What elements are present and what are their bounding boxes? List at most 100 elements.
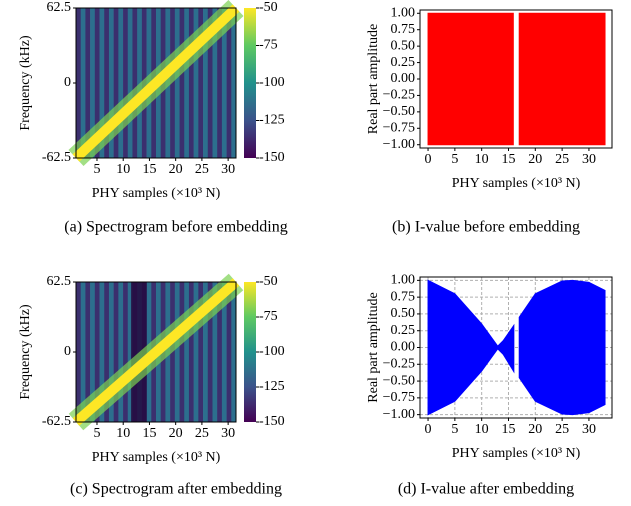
x-tick-label: 5 [93, 162, 100, 177]
signal-envelope [518, 12, 606, 146]
spectrogram-stripe [108, 282, 114, 422]
x-tick-label: 15 [501, 422, 515, 437]
spectrogram-stripe [80, 8, 86, 158]
x-tick-label: 10 [475, 422, 489, 437]
y-axis-label: Frequency (kHz) [18, 35, 33, 131]
signal-envelope [427, 279, 515, 416]
spectrogram-stripe [193, 282, 199, 422]
colorbar [244, 8, 256, 158]
x-tick-label: 25 [195, 162, 209, 177]
spectrogram-stripe [137, 8, 143, 158]
y-tick-label: 0.75 [391, 289, 416, 304]
y-tick-label: −0.75 [383, 390, 415, 405]
spectrogram-stripe [174, 282, 180, 422]
y-axis-label: Frequency (kHz) [18, 304, 33, 400]
ridge [72, 278, 240, 426]
spectrogram-stripe [193, 8, 199, 158]
spectrogram-stripe [90, 8, 96, 158]
x-tick-label: 20 [528, 152, 542, 167]
x-tick-label: 5 [451, 422, 458, 437]
spectrogram-stripe [94, 8, 100, 158]
spectrogram-stripe [203, 8, 209, 158]
colorbar-tick-label: -50 [259, 0, 278, 15]
spectrogram-stripe [85, 282, 91, 422]
y-tick-label: −1.00 [383, 137, 415, 152]
notch [131, 282, 147, 422]
caption: (c) Spectrogram after embedding [70, 481, 282, 498]
spectrogram-stripe [217, 8, 223, 158]
spectrogram-stripe [99, 8, 105, 158]
subplot: (c) Spectrogram after embedding PHY sampl… [18, 273, 285, 498]
x-tick-label: 30 [221, 162, 235, 177]
x-tick-label: 25 [555, 152, 569, 167]
spectrogram-stripe [99, 282, 105, 422]
y-axis-label: Real part amplitude [366, 292, 381, 402]
x-tick-label: 20 [528, 422, 542, 437]
colorbar-tick-label: -75 [259, 38, 278, 53]
spectrogram-stripe [207, 282, 213, 422]
spectrogram-stripe [108, 8, 114, 158]
x-tick-label: 30 [582, 152, 596, 167]
x-axis-label: PHY samples (×10³ N) [92, 450, 221, 465]
spectrogram-stripe [170, 8, 176, 158]
spectrogram-stripe [188, 8, 194, 158]
x-tick-label: 15 [142, 426, 156, 441]
signal-envelope [518, 279, 606, 416]
x-tick-label: 25 [195, 426, 209, 441]
y-tick-label: −0.75 [383, 121, 415, 136]
spectrogram-stripe [90, 282, 96, 422]
spectrogram-stripe [118, 282, 124, 422]
y-tick-label: 62.5 [47, 0, 72, 15]
spectrogram-stripe [104, 8, 110, 158]
spectrogram-stripe [198, 282, 204, 422]
y-tick-label: -62.5 [42, 150, 71, 165]
caption: (d) I-value after embedding [398, 481, 574, 498]
spectrogram-stripe [174, 8, 180, 158]
spectrogram-stripe [85, 8, 91, 158]
x-tick-label: 15 [501, 152, 515, 167]
subplot: (a) Spectrogram before embedding PHY samp… [18, 0, 288, 236]
spectrogram-stripe [132, 8, 138, 158]
spectrogram-stripe [179, 8, 185, 158]
x-tick-label: 5 [93, 426, 100, 441]
spectrogram-stripe [221, 282, 227, 422]
y-tick-label: 0.00 [391, 340, 416, 355]
y-tick-label: 0.25 [391, 323, 416, 338]
spectrogram-stripe [179, 282, 185, 422]
x-axis-label: PHY samples (×10³ N) [92, 186, 221, 201]
spectrogram-stripe [184, 282, 190, 422]
x-tick-label: 0 [425, 152, 432, 167]
spectrogram-stripe [123, 8, 129, 158]
spectrogram-stripe [127, 282, 133, 422]
colorbar [244, 282, 256, 422]
x-tick-label: 30 [221, 426, 235, 441]
x-tick-label: 10 [475, 152, 489, 167]
colorbar-tick-label: -150 [259, 414, 285, 429]
y-tick-label: −0.25 [383, 357, 415, 372]
y-tick-label: 62.5 [47, 274, 72, 289]
x-tick-label: 0 [425, 422, 432, 437]
spectrogram-stripe [188, 282, 194, 422]
spectrogram-stripe [221, 8, 227, 158]
spectrogram-stripe [80, 282, 86, 422]
colorbar-tick-label: -75 [259, 309, 278, 324]
x-tick-label: 10 [116, 162, 130, 177]
caption: (a) Spectrogram before embedding [64, 219, 287, 236]
y-tick-label: 0.50 [391, 306, 416, 321]
subplot: (b) I-value before embedding PHY samples … [366, 6, 613, 236]
y-tick-label: 0.50 [391, 38, 416, 53]
x-tick-label: 5 [451, 152, 458, 167]
ridge [72, 4, 240, 162]
spectrogram-stripe [231, 8, 237, 158]
caption: (b) I-value before embedding [392, 219, 580, 236]
spectrogram-stripe [113, 8, 119, 158]
x-axis-label: PHY samples (×10³ N) [452, 446, 581, 461]
spectrogram-stripe [226, 8, 232, 158]
x-tick-label: 20 [169, 162, 183, 177]
signal-envelope [427, 12, 514, 146]
spectrogram-stripe [226, 282, 232, 422]
spectrogram-stripe [207, 8, 213, 158]
y-tick-label: 1.00 [391, 6, 416, 21]
y-axis-label: Real part amplitude [366, 24, 381, 134]
